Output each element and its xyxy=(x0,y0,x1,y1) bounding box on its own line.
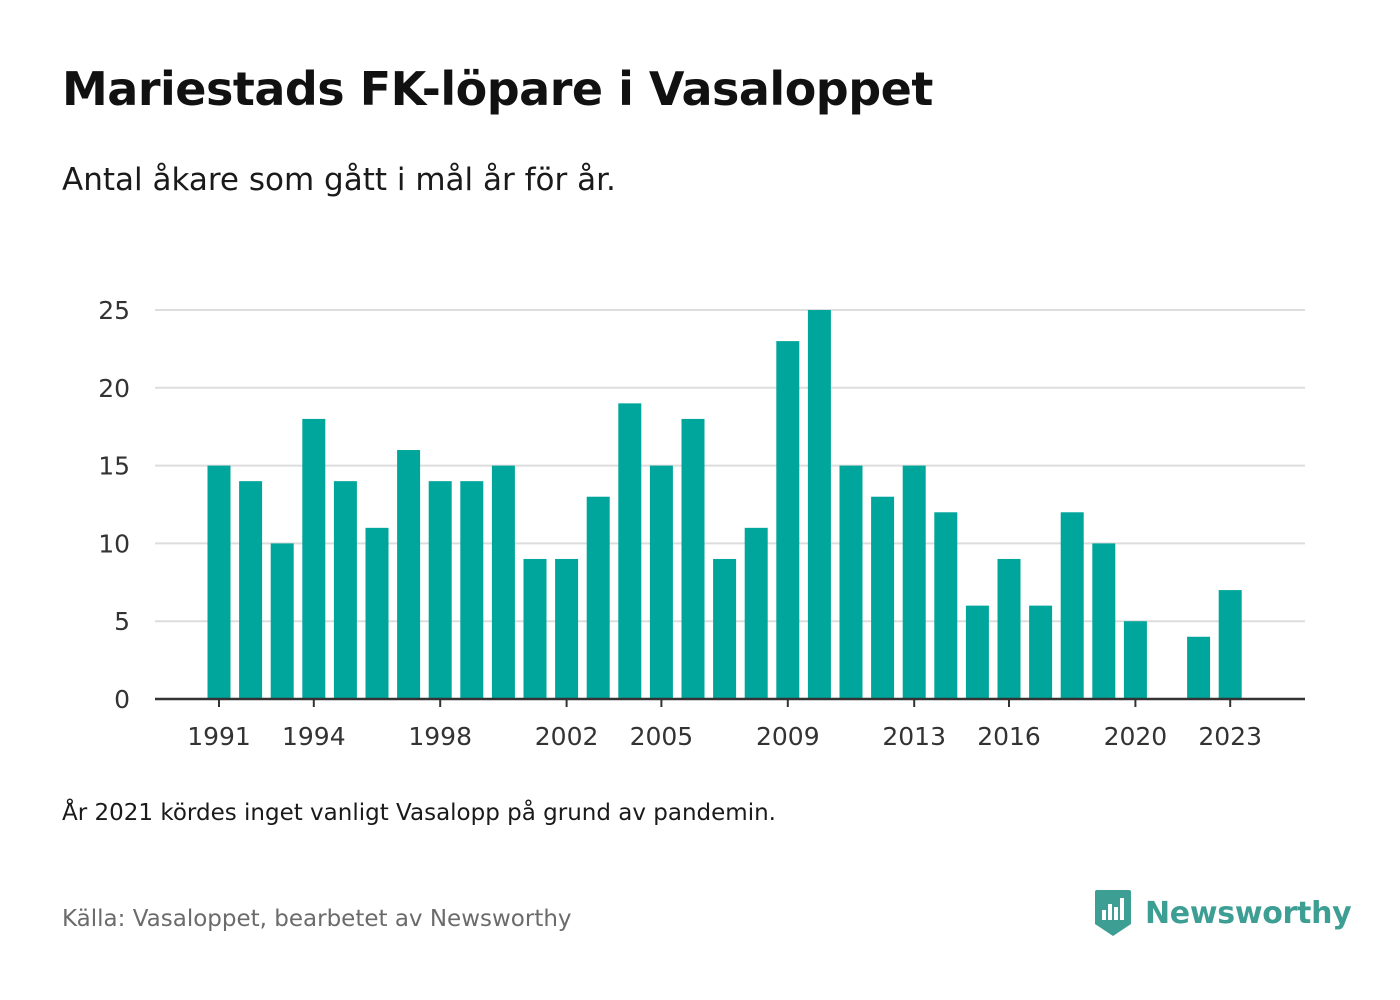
bar-2013 xyxy=(902,465,926,699)
bar-2007 xyxy=(713,558,737,699)
bar-1999 xyxy=(460,481,484,699)
bar-2012 xyxy=(871,496,895,699)
bar-2011 xyxy=(839,465,863,699)
bar-1993 xyxy=(270,543,294,699)
bar-2017 xyxy=(1029,605,1053,699)
bar-2000 xyxy=(491,465,515,699)
bar-1998 xyxy=(428,481,452,699)
bar-2023 xyxy=(1218,590,1242,699)
bar-2015 xyxy=(965,605,989,699)
bar-1996 xyxy=(365,527,389,699)
x-tick-label: 2009 xyxy=(756,722,820,751)
bar-2006 xyxy=(681,418,705,699)
x-tick-label: 1994 xyxy=(282,722,346,751)
bar-2003 xyxy=(586,496,610,699)
chart-note: År 2021 kördes inget vanligt Vasalopp på… xyxy=(62,800,776,826)
bar-2008 xyxy=(744,527,768,699)
x-tick-label: 2013 xyxy=(882,722,946,751)
bar-2002 xyxy=(555,558,579,699)
chart-subtitle: Antal åkare som gått i mål år för år. xyxy=(62,162,616,198)
bar-1997 xyxy=(397,450,421,699)
chart-title: Mariestads FK-löpare i Vasaloppet xyxy=(62,62,933,116)
bar-2010 xyxy=(807,310,831,699)
brand-logo: Newsworthy xyxy=(1093,888,1352,938)
bar-1995 xyxy=(333,481,357,699)
x-tick-label: 2005 xyxy=(630,722,694,751)
y-tick-label: 0 xyxy=(114,685,130,714)
source-credit: Källa: Vasaloppet, bearbetet av Newswort… xyxy=(62,906,572,932)
x-tick-label: 2023 xyxy=(1198,722,1262,751)
y-tick-label: 15 xyxy=(98,452,130,481)
bar-1994 xyxy=(302,418,326,699)
axes: 0 5 10 15 20 25 1991 1994 1998 2002 2005 2009 2013 20… xyxy=(98,296,1305,751)
bars xyxy=(207,310,1242,699)
y-tick-label: 20 xyxy=(98,374,130,403)
bar-chart: 0 5 10 15 20 25 1991 1994 1998 2002 2005 2009 2013 20… xyxy=(98,296,1305,751)
bar-2022 xyxy=(1187,636,1211,699)
brand-name: Newsworthy xyxy=(1145,895,1352,931)
x-tick-label: 1991 xyxy=(187,722,251,751)
x-tick-label: 2020 xyxy=(1104,722,1168,751)
bar-2018 xyxy=(1060,512,1084,699)
y-tick-label: 5 xyxy=(114,607,130,636)
x-tick-label: 2016 xyxy=(977,722,1041,751)
bar-2001 xyxy=(523,558,547,699)
bar-2016 xyxy=(997,558,1021,699)
bar-2009 xyxy=(776,341,800,699)
newsworthy-logo-icon xyxy=(1095,890,1131,936)
x-tick-label: 2002 xyxy=(535,722,599,751)
y-tick-label: 10 xyxy=(98,529,130,558)
bar-2004 xyxy=(618,403,642,699)
bar-1992 xyxy=(239,481,263,699)
bar-1991 xyxy=(207,465,231,699)
y-tick-label: 25 xyxy=(98,296,130,325)
bar-2020 xyxy=(1123,621,1147,699)
bar-2005 xyxy=(649,465,673,699)
bar-2019 xyxy=(1092,543,1116,699)
bar-2014 xyxy=(934,512,958,699)
x-tick-label: 1998 xyxy=(408,722,472,751)
